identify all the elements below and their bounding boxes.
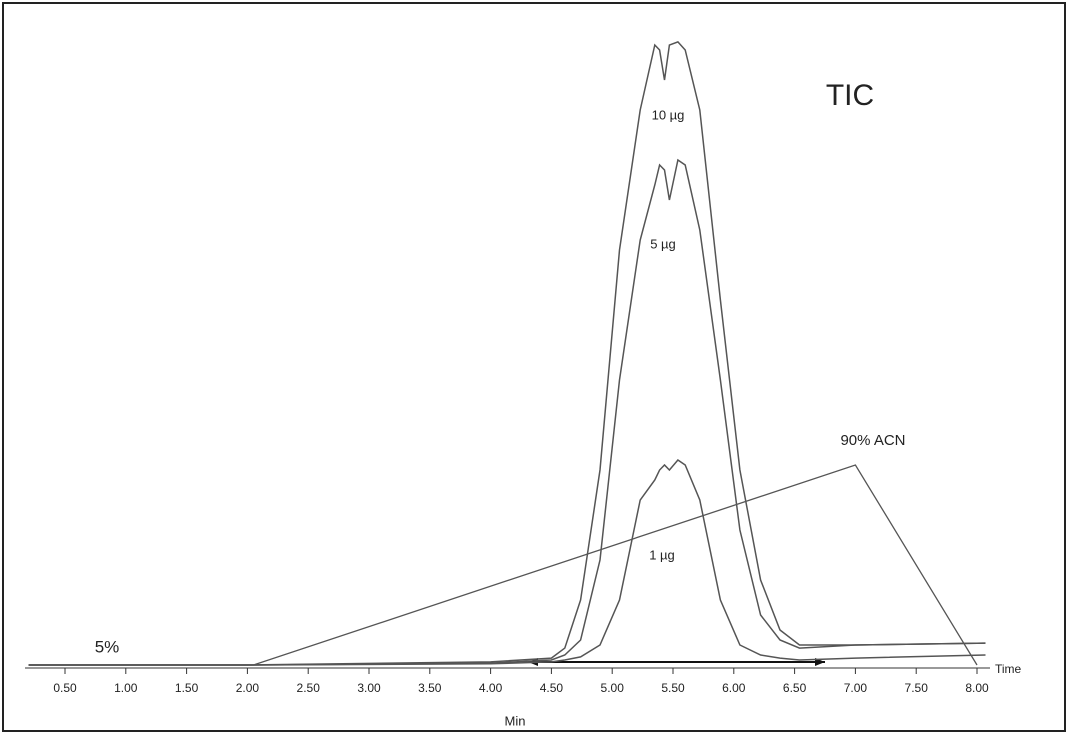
x-tick-label: 1.50 [175, 681, 199, 695]
trace-label: 1 µg [649, 547, 675, 562]
x-axis-label: Min [505, 713, 526, 728]
trace-label: 10 µg [652, 107, 685, 122]
x-tick-label: 4.00 [479, 681, 503, 695]
x-tick-label: 7.00 [844, 681, 868, 695]
chart-title: TIC [826, 79, 874, 112]
trace [28, 458, 986, 666]
x-end-label: Time [995, 662, 1022, 676]
x-tick-label: 3.00 [357, 681, 381, 695]
x-tick-label: 2.50 [297, 681, 321, 695]
x-tick-label: 6.00 [722, 681, 746, 695]
x-tick-label: 3.50 [418, 681, 442, 695]
x-tick-label: 5.50 [661, 681, 685, 695]
trace [28, 41, 986, 666]
trace [28, 158, 986, 666]
gradient-line [28, 464, 978, 666]
gradient-start-label: 5% [95, 637, 120, 656]
x-tick-label: 5.00 [601, 681, 625, 695]
x-tick-label: 0.50 [53, 681, 77, 695]
x-tick-label: 1.00 [114, 681, 138, 695]
x-tick-label: 6.50 [783, 681, 807, 695]
x-tick-label: 4.50 [540, 681, 564, 695]
x-tick-label: 8.00 [965, 681, 989, 695]
gradient-label: 90% ACN [840, 432, 905, 449]
x-tick-label: 7.50 [905, 681, 929, 695]
x-tick-label: 2.00 [236, 681, 260, 695]
trace-label: 5 µg [650, 236, 676, 251]
